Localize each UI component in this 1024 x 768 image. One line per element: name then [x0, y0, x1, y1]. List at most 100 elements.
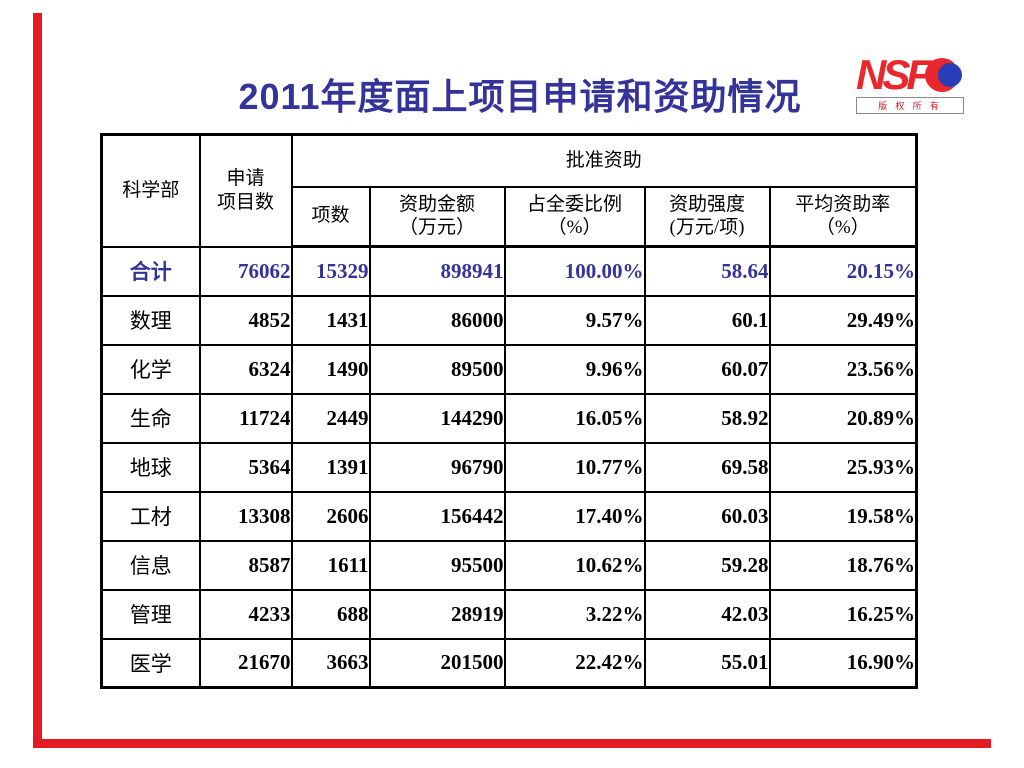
- header-rate-line1: 平均资助率: [795, 193, 891, 215]
- cell-rate: 16.25%: [768, 588, 918, 640]
- cell-amount: 201500: [368, 637, 506, 689]
- cell-amount: 89500: [368, 343, 506, 395]
- cell-applications: 8587: [198, 539, 293, 591]
- logo-copyright-text: 版 权 所 有: [856, 97, 964, 114]
- table-row: 地球 5364 1391 96790 10.77% 69.58 25.93%: [100, 441, 918, 493]
- cell-intensity: 42.03: [643, 588, 771, 640]
- header-rate: 平均资助率 （%）: [768, 185, 918, 248]
- cell-amount: 898941: [368, 245, 506, 297]
- cell-ratio: 22.42%: [503, 637, 646, 689]
- cell-applications: 76062: [198, 245, 293, 297]
- header-applications: 申请 项目数: [198, 133, 293, 248]
- header-intensity: 资助强度 (万元/项): [643, 185, 771, 248]
- cell-items: 3663: [290, 637, 371, 689]
- slide-accent-left-line: [33, 13, 42, 748]
- cell-intensity: 59.28: [643, 539, 771, 591]
- cell-department: 管理: [100, 588, 201, 640]
- cell-department: 数理: [100, 294, 201, 346]
- cell-items: 15329: [290, 245, 371, 297]
- funding-table: 科学部 申请 项目数 批准资助 项数 资助金额 （万元） 占全委比例 （%） 资…: [100, 133, 918, 689]
- cell-ratio: 10.62%: [503, 539, 646, 591]
- nsfc-logo-mark: NSF: [856, 51, 964, 98]
- cell-department: 地球: [100, 441, 201, 493]
- table-row: 工材 13308 2606 156442 17.40% 60.03 19.58%: [100, 490, 918, 542]
- table-row: 医学 21670 3663 201500 22.42% 55.01 16.90%: [100, 637, 918, 689]
- cell-applications: 6324: [198, 343, 293, 395]
- cell-items: 2449: [290, 392, 371, 444]
- cell-amount: 28919: [368, 588, 506, 640]
- cell-department: 信息: [100, 539, 201, 591]
- cell-ratio: 17.40%: [503, 490, 646, 542]
- cell-ratio: 100.00%: [503, 245, 646, 297]
- cell-department: 生命: [100, 392, 201, 444]
- header-amount-line2: （万元）: [398, 217, 475, 239]
- cell-ratio: 10.77%: [503, 441, 646, 493]
- cell-items: 1611: [290, 539, 371, 591]
- cell-amount: 95500: [368, 539, 506, 591]
- header-approved-group: 批准资助: [290, 133, 918, 188]
- slide-accent-bottom-line: [33, 739, 991, 748]
- cell-rate: 20.15%: [768, 245, 918, 297]
- cell-applications: 4852: [198, 294, 293, 346]
- header-ratio-line1: 占全委比例: [526, 193, 622, 215]
- header-amount: 资助金额 （万元）: [368, 185, 506, 248]
- cell-ratio: 9.96%: [503, 343, 646, 395]
- table-row: 化学 6324 1490 89500 9.96% 60.07 23.56%: [100, 343, 918, 395]
- cell-intensity: 60.07: [643, 343, 771, 395]
- header-applications-line1: 申请: [226, 168, 265, 189]
- cell-rate: 25.93%: [768, 441, 918, 493]
- header-items: 项数: [290, 185, 371, 248]
- cell-items: 1431: [290, 294, 371, 346]
- cell-ratio: 16.05%: [503, 392, 646, 444]
- slide-title: 2011年度面上项目申请和资助情况: [238, 76, 802, 117]
- cell-applications: 21670: [198, 637, 293, 689]
- header-ratio: 占全委比例 （%）: [503, 185, 646, 248]
- cell-amount: 144290: [368, 392, 506, 444]
- cell-intensity: 69.58: [643, 441, 771, 493]
- table-row: 信息 8587 1611 95500 10.62% 59.28 18.76%: [100, 539, 918, 591]
- cell-items: 688: [290, 588, 371, 640]
- cell-applications: 13308: [198, 490, 293, 542]
- cell-rate: 19.58%: [768, 490, 918, 542]
- header-intensity-line1: 资助强度: [668, 193, 745, 215]
- nsfc-logo-text: NSF: [856, 51, 932, 98]
- table-row: 生命 11724 2449 144290 16.05% 58.92 20.89%: [100, 392, 918, 444]
- table-row: 数理 4852 1431 86000 9.57% 60.1 29.49%: [100, 294, 918, 346]
- nsfc-logo: NSF 版 权 所 有: [856, 51, 964, 114]
- table-header-row-2: 项数 资助金额 （万元） 占全委比例 （%） 资助强度 (万元/项) 平均资助率…: [102, 185, 918, 248]
- cell-items: 1391: [290, 441, 371, 493]
- table-row-total: 合计 76062 15329 898941 100.00% 58.64 20.1…: [100, 245, 918, 297]
- cell-rate: 23.56%: [768, 343, 918, 395]
- header-department: 科学部: [100, 133, 201, 248]
- cell-amount: 156442: [368, 490, 506, 542]
- cell-rate: 16.90%: [768, 637, 918, 689]
- cell-intensity: 60.1: [643, 294, 771, 346]
- cell-department: 工材: [100, 490, 201, 542]
- header-ratio-line2: （%）: [547, 217, 602, 239]
- cell-department: 化学: [100, 343, 201, 395]
- header-rate-line2: （%）: [815, 217, 870, 239]
- cell-applications: 4233: [198, 588, 293, 640]
- cell-ratio: 3.22%: [503, 588, 646, 640]
- cell-items: 2606: [290, 490, 371, 542]
- cell-items: 1490: [290, 343, 371, 395]
- cell-intensity: 60.03: [643, 490, 771, 542]
- cell-applications: 11724: [198, 392, 293, 444]
- table-header-row-1: 科学部 申请 项目数 批准资助: [100, 133, 918, 248]
- cell-intensity: 55.01: [643, 637, 771, 689]
- cell-intensity: 58.92: [643, 392, 771, 444]
- header-applications-line2: 项目数: [216, 191, 274, 213]
- cell-rate: 20.89%: [768, 392, 918, 444]
- table-row: 管理 4233 688 28919 3.22% 42.03 16.25%: [100, 588, 918, 640]
- cell-rate: 29.49%: [768, 294, 918, 346]
- cell-intensity: 58.64: [643, 245, 771, 297]
- nsfc-globe-icon: [925, 58, 962, 92]
- cell-rate: 18.76%: [768, 539, 918, 591]
- cell-department: 合计: [100, 245, 201, 297]
- header-intensity-line2: (万元/项): [669, 217, 745, 239]
- cell-amount: 86000: [368, 294, 506, 346]
- header-amount-line1: 资助金额: [398, 193, 475, 215]
- cell-amount: 96790: [368, 441, 506, 493]
- cell-applications: 5364: [198, 441, 293, 493]
- cell-ratio: 9.57%: [503, 294, 646, 346]
